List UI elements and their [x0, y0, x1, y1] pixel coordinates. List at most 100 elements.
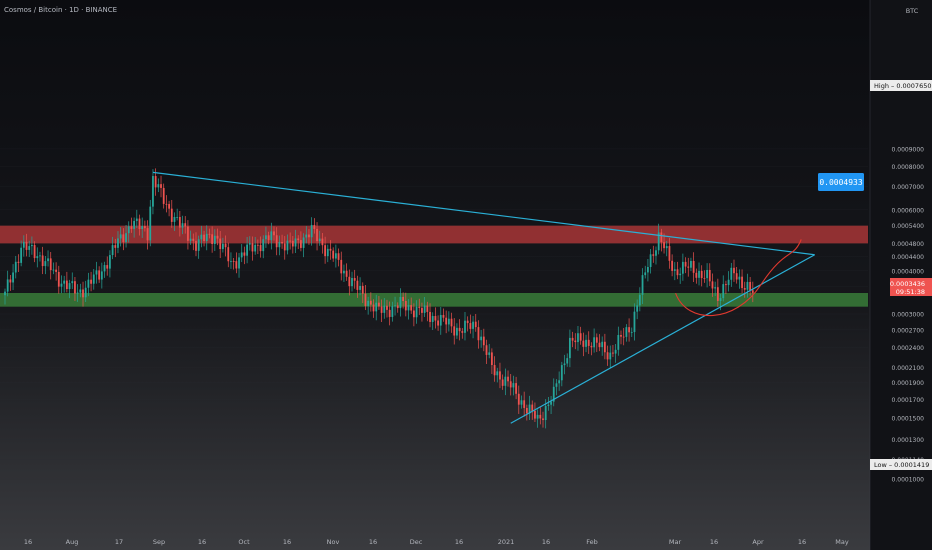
candle [534, 402, 536, 423]
candle-body [649, 254, 652, 267]
symbol-exchange: BINANCE [85, 6, 118, 14]
candle-body [660, 232, 663, 243]
candle [445, 310, 448, 334]
candle [542, 411, 544, 428]
candle-body [547, 404, 550, 407]
candle-body [372, 304, 375, 312]
candle [466, 316, 469, 332]
candle-body [130, 226, 133, 229]
candle-body [173, 216, 176, 222]
x-tick-label: Feb [586, 538, 598, 546]
candle-body [187, 226, 189, 241]
candle-body [353, 278, 356, 281]
candle [372, 299, 375, 318]
candle [595, 333, 598, 352]
candle-body [577, 333, 579, 343]
candle [251, 236, 254, 261]
candle [20, 240, 23, 267]
candle-body [585, 339, 587, 347]
x-tick-label: Oct [238, 538, 250, 546]
projection-curve[interactable] [675, 239, 802, 316]
candle [176, 208, 179, 221]
candle [283, 236, 286, 260]
candle-body [361, 285, 364, 294]
candle-body [31, 245, 33, 247]
candle [95, 261, 98, 284]
candle-body [278, 242, 281, 248]
candle-body [528, 404, 531, 414]
candle [673, 262, 676, 281]
candle [477, 320, 480, 349]
candle [316, 222, 318, 251]
low-badge-label: Low – 0.0001419 [874, 461, 929, 469]
target-badge-bg [818, 173, 864, 191]
candle [687, 257, 690, 277]
candle-body [205, 233, 208, 241]
y-tick-label: 0.0004000 [892, 268, 925, 275]
candle [211, 226, 214, 253]
candle-body [111, 245, 114, 256]
candle [28, 240, 31, 257]
candle-body [520, 400, 523, 405]
candle-body [474, 321, 477, 328]
candle-body [550, 401, 552, 405]
candle [278, 235, 281, 256]
candle-body [9, 279, 12, 283]
grid [0, 148, 868, 480]
candle [450, 312, 453, 333]
candle-body [208, 233, 211, 235]
candle-body [262, 239, 265, 252]
candle [302, 233, 305, 258]
candle [681, 253, 684, 281]
candle [203, 230, 205, 247]
candle-body [340, 259, 343, 274]
countdown-label: 09:51:38 [896, 288, 925, 296]
candle [453, 318, 456, 345]
candle-body [219, 238, 222, 250]
candle-body [652, 254, 655, 256]
ascending-trendline[interactable] [510, 254, 815, 424]
candle [547, 396, 550, 411]
candle [248, 236, 251, 251]
candle-body [431, 315, 434, 322]
candle [593, 328, 596, 353]
candle [76, 284, 79, 302]
candle-body [216, 235, 219, 239]
candle-body [679, 273, 682, 276]
candle-body [582, 340, 585, 347]
descending-trendline[interactable] [152, 171, 815, 256]
candle [531, 400, 534, 420]
candle [25, 233, 28, 257]
candle [262, 235, 265, 259]
candle-body [189, 238, 192, 241]
candle [582, 332, 585, 357]
candle-body [442, 315, 445, 318]
candle-body [407, 305, 410, 311]
candle-body [160, 184, 162, 188]
candle-body [294, 238, 297, 247]
candle-body [308, 234, 310, 238]
candle [606, 345, 609, 366]
candle [431, 312, 434, 330]
candle [415, 300, 418, 324]
candle-body [12, 272, 14, 283]
candle-body [36, 256, 39, 259]
candle-body [628, 327, 630, 333]
candle-body [469, 323, 472, 329]
candle-body [380, 306, 383, 313]
candle-body [657, 232, 660, 251]
candle-body [178, 216, 181, 228]
candle-body [386, 305, 388, 310]
candle-body [232, 261, 235, 262]
candle-body [44, 261, 47, 267]
candle [127, 221, 130, 243]
candle-body [410, 305, 413, 311]
candle-body [103, 265, 106, 272]
x-tick-label: Aug [66, 538, 79, 546]
candle [65, 271, 68, 293]
price-axis-bg [870, 0, 932, 550]
candle-body [63, 280, 66, 284]
candle [743, 281, 746, 298]
candle [216, 228, 219, 246]
